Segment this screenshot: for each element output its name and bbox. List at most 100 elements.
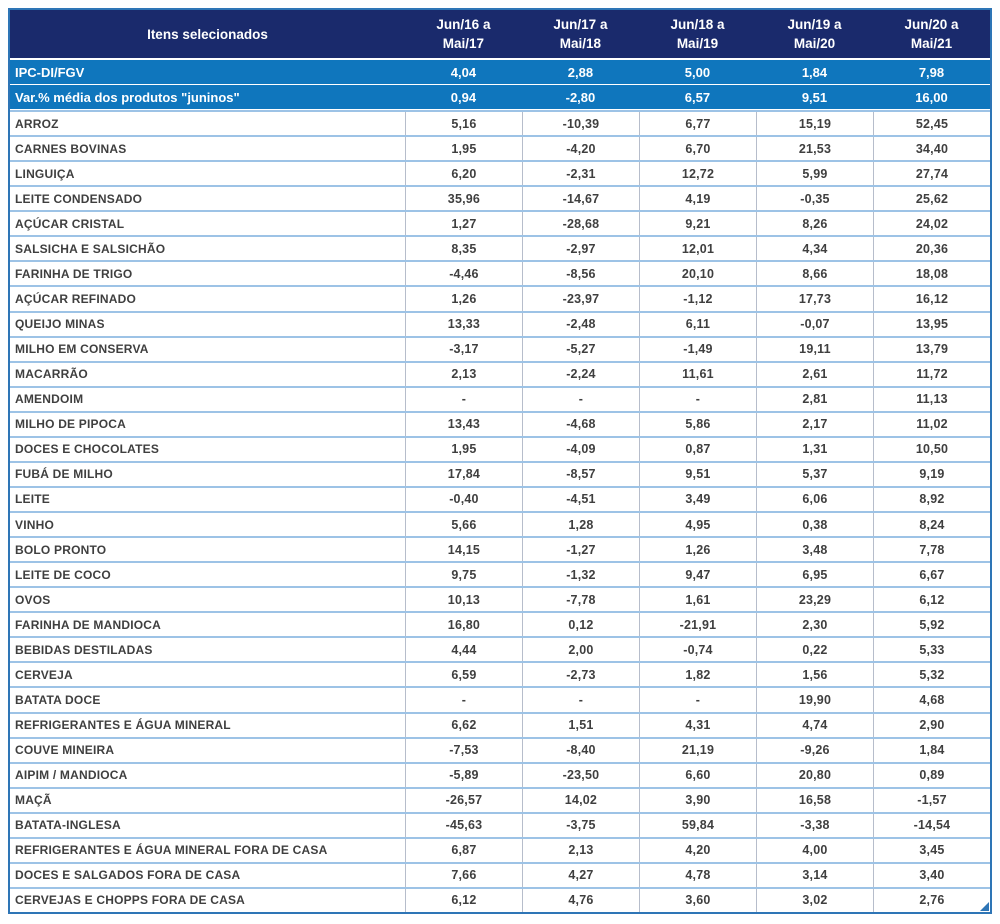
- value-cell: 6,57: [684, 89, 711, 105]
- value-cell: 1,51: [521, 713, 639, 737]
- period-line: Jun/19 a: [787, 17, 842, 32]
- table-row: REFRIGERANTES E ÁGUA MINERAL 6,62 1,51 4…: [10, 711, 990, 737]
- header-period-col: Jun/20 a Mai/21: [873, 10, 990, 58]
- item-name: AÇÚCAR CRISTAL: [15, 216, 125, 231]
- item-name: CERVEJA: [15, 667, 73, 682]
- summary-row-ipc: IPC-DI/FGV 4,04 2,88 5,00 1,84 7,98: [10, 60, 990, 85]
- value-cell: 4,95: [638, 513, 756, 537]
- value-cell: 6,62: [404, 713, 522, 737]
- value-cell: -1,32: [521, 563, 639, 587]
- value-cell: 2,00: [521, 638, 639, 662]
- value-cell: -21,91: [638, 613, 756, 637]
- value-cell: 9,47: [638, 563, 756, 587]
- value-cell: 21,19: [638, 738, 756, 762]
- value-cell: 20,36: [872, 237, 990, 261]
- item-name: BEBIDAS DESTILADAS: [15, 642, 153, 657]
- value-cell: 4,04: [450, 64, 477, 80]
- value-cell: 4,31: [638, 713, 756, 737]
- value-cell: -10,39: [521, 112, 639, 136]
- value-cell: 4,68: [872, 688, 990, 712]
- value-cell: 5,37: [755, 462, 873, 486]
- value-cell: 1,26: [404, 287, 522, 311]
- item-name: SALSICHA E SALSICHÃO: [15, 241, 166, 256]
- table-row: SALSICHA E SALSICHÃO 8,35 -2,97 12,01 4,…: [10, 235, 990, 261]
- value-cell: 9,75: [404, 563, 522, 587]
- value-cell: 12,01: [638, 237, 756, 261]
- value-cell: 1,84: [872, 738, 990, 762]
- value-cell: 8,66: [755, 262, 873, 286]
- value-cell: -2,24: [521, 362, 639, 386]
- value-cell: 18,08: [872, 262, 990, 286]
- value-cell: 1,95: [404, 437, 522, 461]
- value-cell: 0,22: [755, 638, 873, 662]
- table-row: FARINHA DE MANDIOCA 16,80 0,12 -21,91 2,…: [10, 611, 990, 637]
- value-cell: 5,99: [755, 162, 873, 186]
- summary-row-juninos: Var.% média dos produtos "juninos" 0,94 …: [10, 85, 990, 110]
- table-row: LINGUIÇA 6,20 -2,31 12,72 5,99 27,74: [10, 160, 990, 186]
- value-cell: 19,90: [755, 688, 873, 712]
- resize-handle-icon[interactable]: [980, 902, 989, 911]
- value-cell: 4,44: [404, 638, 522, 662]
- table-row: LEITE CONDENSADO 35,96 -14,67 4,19 -0,35…: [10, 185, 990, 211]
- value-cell: 1,26: [638, 538, 756, 562]
- period-line: Jun/16 a: [436, 17, 491, 32]
- value-cell: 14,15: [404, 538, 522, 562]
- value-cell: 13,43: [404, 412, 522, 436]
- summary-label: IPC-DI/FGV: [15, 64, 85, 80]
- value-cell: 6,70: [638, 137, 756, 161]
- value-cell: 3,60: [638, 888, 756, 912]
- table-row: BEBIDAS DESTILADAS 4,44 2,00 -0,74 0,22 …: [10, 636, 990, 662]
- value-cell: 21,53: [755, 137, 873, 161]
- value-cell: 13,79: [872, 337, 990, 361]
- item-name: REFRIGERANTES E ÁGUA MINERAL FORA DE CAS…: [15, 843, 328, 858]
- product-rows: ARROZ 5,16 -10,39 6,77 15,19 52,45 CARNE…: [10, 110, 990, 912]
- item-name: AIPIM / MANDIOCA: [15, 768, 128, 783]
- value-cell: 9,51: [801, 89, 828, 105]
- value-cell: 6,06: [755, 487, 873, 511]
- period-line: Jun/18 a: [670, 17, 725, 32]
- summary-label: Var.% média dos produtos "juninos": [15, 89, 240, 105]
- value-cell: 16,80: [404, 613, 522, 637]
- value-cell: -7,78: [521, 588, 639, 612]
- value-cell: -3,38: [755, 813, 873, 837]
- value-cell: -4,20: [521, 137, 639, 161]
- value-cell: 0,38: [755, 513, 873, 537]
- table-row: COUVE MINEIRA -7,53 -8,40 21,19 -9,26 1,…: [10, 736, 990, 762]
- value-cell: 1,61: [638, 588, 756, 612]
- value-cell: -0,40: [404, 487, 522, 511]
- value-cell: -: [638, 387, 756, 411]
- value-cell: -3,17: [404, 337, 522, 361]
- value-cell: 1,82: [638, 663, 756, 687]
- value-cell: 1,28: [521, 513, 639, 537]
- price-variation-table: Itens selecionados Jun/16 a Mai/17 Jun/1…: [8, 8, 992, 914]
- value-cell: -1,49: [638, 337, 756, 361]
- value-cell: 3,45: [872, 838, 990, 862]
- value-cell: 4,27: [521, 863, 639, 887]
- value-cell: 5,66: [404, 513, 522, 537]
- value-cell: 9,21: [638, 212, 756, 236]
- value-cell: 1,84: [801, 64, 828, 80]
- value-cell: 8,26: [755, 212, 873, 236]
- value-cell: -7,53: [404, 738, 522, 762]
- header-period-col: Jun/19 a Mai/20: [756, 10, 873, 58]
- value-cell: 5,16: [404, 112, 522, 136]
- value-cell: -1,27: [521, 538, 639, 562]
- item-name: MAÇÃ: [15, 793, 52, 808]
- value-cell: -45,63: [404, 813, 522, 837]
- item-name: VINHO: [15, 517, 55, 532]
- value-cell: -8,40: [521, 738, 639, 762]
- value-cell: 2,81: [755, 387, 873, 411]
- period-line: Jun/17 a: [553, 17, 608, 32]
- value-cell: 2,76: [872, 888, 990, 912]
- value-cell: -1,12: [638, 287, 756, 311]
- value-cell: -23,50: [521, 763, 639, 787]
- item-name: LEITE DE COCO: [15, 567, 111, 582]
- value-cell: 2,13: [404, 362, 522, 386]
- value-cell: 2,17: [755, 412, 873, 436]
- value-cell: 6,12: [872, 588, 990, 612]
- value-cell: 8,92: [872, 487, 990, 511]
- table-row: BATATA-INGLESA -45,63 -3,75 59,84 -3,38 …: [10, 811, 990, 837]
- value-cell: 7,78: [872, 538, 990, 562]
- value-cell: 23,29: [755, 588, 873, 612]
- value-cell: 3,14: [755, 863, 873, 887]
